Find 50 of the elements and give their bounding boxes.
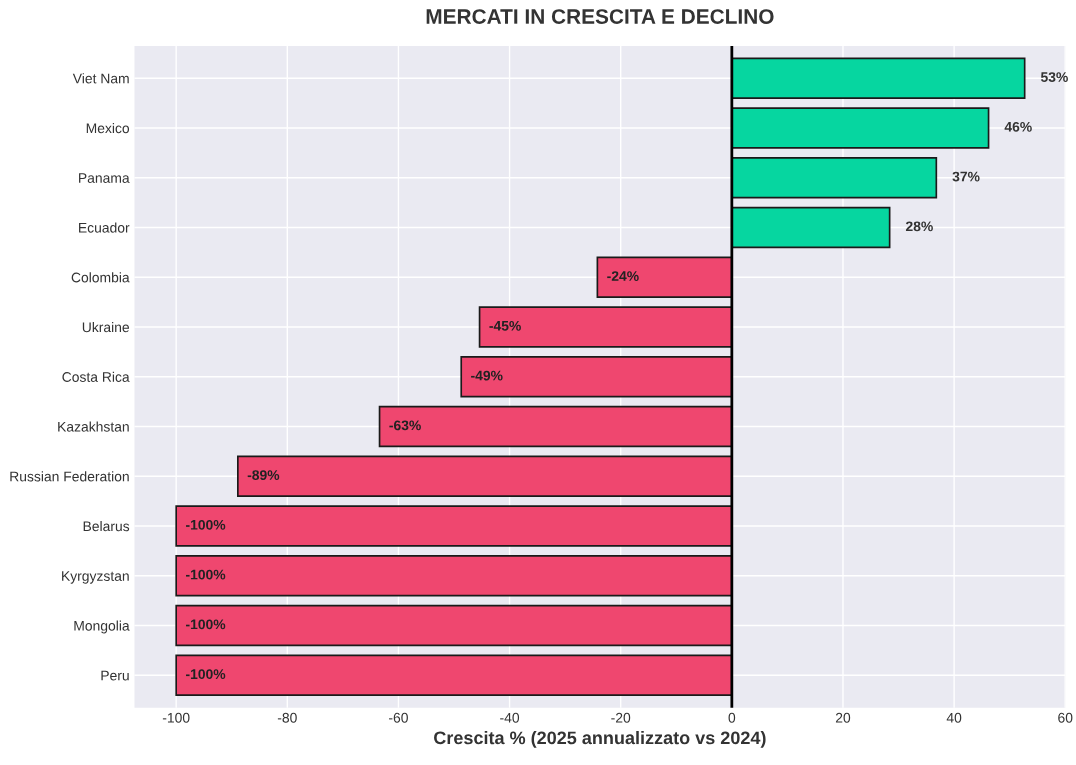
bar [731,206,891,249]
y-tick-label: Kyrgyzstan [62,571,129,584]
data-label: 46% [1004,121,1032,132]
y-tick-label: Mexico [86,122,130,134]
x-tick-label: -80 [277,712,297,723]
bar [175,604,733,647]
data-label: -100% [186,569,226,580]
x-tick-label: 40 [946,712,962,723]
data-label: 28% [905,221,933,232]
x-tick-label: 0 [728,712,736,723]
x-tick-label: -40 [500,712,520,723]
data-label: 53% [1040,72,1068,82]
data-label: -45% [489,320,521,331]
data-label: -63% [389,420,421,431]
y-tick-label: Panama [79,173,130,183]
y-tick-label: Peru [101,670,129,681]
bar [596,256,733,298]
y-tick-label: Russian Federation [10,471,129,482]
data-label: -49% [471,370,503,381]
data-label: -100% [186,519,226,530]
bar [175,654,733,697]
data-label: -89% [247,470,280,480]
bar [175,555,733,597]
data-label: -100% [186,669,226,680]
x-tick-label: 60 [1058,712,1073,723]
x-axis-title: Crescita % (2025 annualizzato vs 2024) [434,730,766,748]
bar [378,405,733,448]
x-tick-label: 20 [835,712,851,723]
bar [175,505,733,547]
x-tick-label: -60 [389,712,408,723]
bar [478,306,733,348]
y-tick-label: Colombia [71,272,130,283]
y-tick-label: Mongolia [74,620,130,634]
x-tick-label: -20 [611,712,631,723]
chart-title: MERCATI IN CRESCITA E DECLINO [426,9,774,24]
y-tick-label: Belarus [83,520,130,532]
bar [731,157,938,199]
y-tick-label: Costa Rica [62,371,130,382]
y-tick-label: Ukraine [82,321,130,333]
bar [237,455,733,498]
data-label: -100% [186,619,226,630]
y-tick-label: Ecuador [79,222,130,233]
data-label: -24% [607,271,639,281]
x-tick-label: -100 [162,712,190,723]
y-tick-label: Viet Nam [72,73,129,84]
bar [731,57,1026,99]
bar [731,107,990,149]
bar [460,356,733,398]
y-tick-label: Kazakhstan [58,421,129,432]
data-label: 37% [952,171,980,182]
